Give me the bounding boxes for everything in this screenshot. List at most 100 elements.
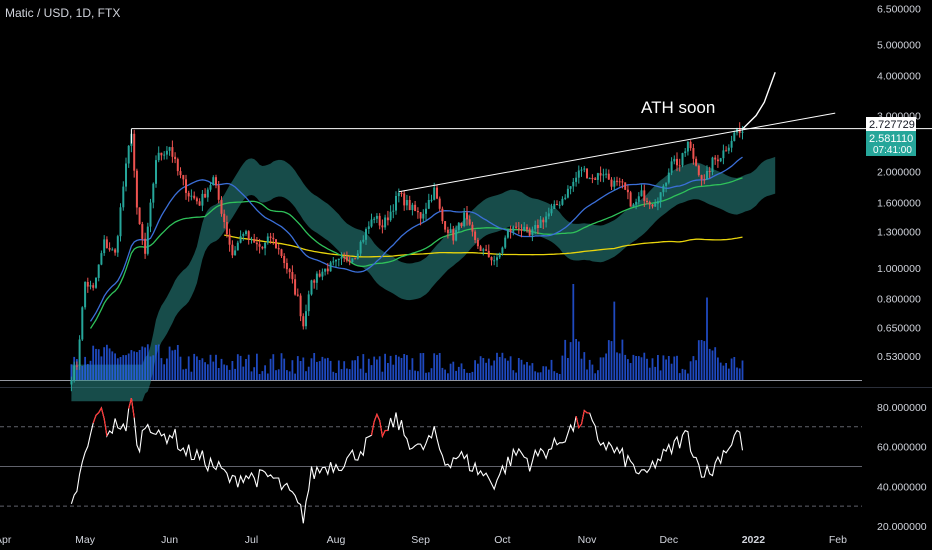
candle-body	[354, 258, 357, 260]
volume-bar	[496, 352, 498, 380]
volume-bar	[215, 354, 217, 380]
volume-bar	[275, 370, 277, 380]
volume-bar	[155, 344, 157, 380]
candle-body	[250, 239, 253, 240]
candle-body	[171, 147, 174, 157]
candle-body	[490, 257, 493, 261]
volume-bar	[613, 301, 616, 380]
candle-body	[558, 204, 561, 206]
volume-bar	[381, 371, 384, 380]
volume-bar	[329, 360, 332, 380]
volume-bar	[234, 368, 236, 380]
candle-body	[266, 236, 269, 243]
volume-bar	[266, 373, 269, 380]
candle-body	[234, 250, 237, 256]
price-tick-label: 1.300000	[877, 226, 921, 238]
volume-bar	[291, 360, 294, 380]
candle-body	[242, 234, 245, 237]
volume-bar	[280, 353, 283, 380]
volume-bar	[727, 368, 730, 380]
volume-bar	[196, 356, 198, 380]
volume-bar	[706, 297, 708, 380]
time-tick-label: 2022	[742, 534, 766, 546]
volume-bar	[247, 354, 250, 380]
resistance-price-label: 2.727729	[869, 119, 915, 131]
volume-bar	[436, 354, 438, 380]
time-tick-label: Oct	[494, 534, 510, 546]
volume-bar	[567, 358, 569, 380]
volume-bar	[610, 341, 613, 380]
volume-bar	[92, 345, 95, 380]
candle-body	[613, 180, 616, 187]
candle-body	[586, 168, 588, 179]
volume-bar	[351, 360, 354, 380]
candle-body	[324, 268, 327, 272]
volume-bar	[561, 355, 564, 380]
volume-bar	[163, 364, 166, 380]
time-tick-label: Nov	[578, 534, 597, 546]
candle-body	[89, 285, 92, 287]
candle-body	[326, 268, 329, 272]
volume-bar	[667, 356, 670, 380]
volume-bar	[471, 371, 474, 380]
candle-body	[332, 261, 335, 263]
candle-body	[272, 237, 275, 240]
volume-bar	[193, 353, 196, 380]
projection-arrow-line	[742, 71, 776, 130]
volume-bar	[106, 344, 108, 380]
candle-body	[610, 179, 613, 187]
price-tick-label: 1.600000	[877, 198, 921, 210]
volume-bar	[556, 372, 558, 380]
volume-bar	[187, 356, 190, 380]
volume-bar	[493, 360, 496, 380]
volume-bar	[138, 350, 141, 380]
candle-body	[648, 202, 651, 205]
candle-body	[433, 187, 436, 200]
candle-body	[725, 150, 728, 152]
volume-bar	[741, 360, 744, 380]
volume-bar	[324, 358, 326, 380]
volume-bar	[146, 344, 149, 380]
candle-body	[245, 231, 247, 234]
volume-bar	[283, 358, 286, 380]
candle-body	[457, 222, 460, 230]
candle-body	[315, 273, 318, 283]
volume-bar	[618, 353, 621, 380]
candle-body	[168, 147, 171, 151]
candle-body	[288, 269, 291, 273]
volume-bar	[490, 365, 493, 380]
volume-bar	[307, 366, 310, 380]
candle-body	[359, 241, 362, 254]
candle-body	[389, 211, 392, 221]
volume-bar	[534, 371, 537, 380]
candle-body	[291, 272, 294, 280]
volume-bar	[643, 352, 646, 380]
time-tick-label: Jun	[161, 534, 178, 546]
volume-bar	[160, 358, 163, 380]
candle-body	[105, 239, 108, 248]
candle-body	[583, 168, 586, 170]
candle-body	[95, 277, 97, 288]
volume-bar	[684, 369, 687, 380]
volume-bar	[482, 358, 485, 380]
candle-body	[217, 185, 220, 200]
time-tick-label: Jul	[245, 534, 258, 546]
volume-bar	[624, 354, 627, 380]
candle-body	[596, 173, 599, 180]
volume-bar	[586, 369, 588, 380]
candle-body	[340, 257, 343, 259]
volume-bar	[460, 363, 463, 380]
candle-body	[405, 200, 408, 206]
volume-bar	[730, 358, 733, 380]
volume-bar	[212, 361, 215, 380]
candle-body	[182, 175, 185, 180]
volume-bar	[226, 365, 228, 380]
volume-bar	[182, 369, 185, 380]
drawn-lines	[130, 71, 932, 193]
candle-body	[146, 226, 149, 254]
price-tick-label: 4.000000	[877, 71, 921, 83]
candle-body	[531, 229, 534, 236]
volume-bar	[640, 357, 643, 380]
volume-bar	[400, 358, 403, 380]
